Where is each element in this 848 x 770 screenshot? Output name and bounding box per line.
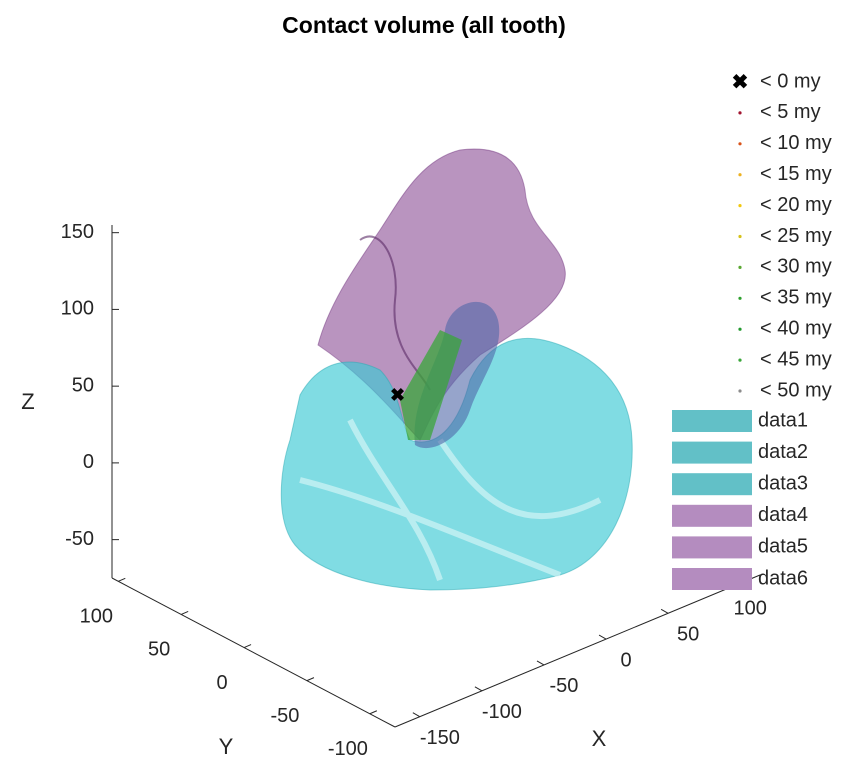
y-tick — [181, 611, 188, 614]
z-tick-label: 0 — [83, 451, 94, 473]
y-tick-label: -100 — [328, 738, 368, 760]
legend-patch — [672, 473, 752, 495]
x-tick — [661, 609, 668, 613]
chart-title: Contact volume (all tooth) — [282, 12, 566, 38]
x-axis — [395, 575, 760, 727]
x-tick-label: 50 — [677, 624, 699, 646]
x-tick-label: 0 — [620, 649, 631, 671]
legend-patch — [672, 536, 752, 558]
x-tick — [475, 687, 482, 691]
legend-label: < 20 my — [760, 194, 832, 216]
legend-label: data3 — [758, 472, 808, 494]
z-tick-label: 50 — [72, 374, 94, 396]
legend-patch — [672, 505, 752, 527]
z-tick-label: 100 — [61, 298, 94, 320]
legend-label: data1 — [758, 409, 808, 431]
y-tick-label: 50 — [148, 639, 170, 661]
legend-label: < 25 my — [760, 225, 832, 247]
x-tick-label: -150 — [420, 727, 460, 749]
x-tick-label: 100 — [734, 598, 767, 620]
legend-marker — [738, 142, 741, 145]
y-tick — [244, 645, 251, 648]
x-tick — [537, 661, 544, 665]
y-tick-label: 100 — [80, 606, 113, 628]
y-tick — [307, 678, 314, 681]
x-tick — [413, 713, 420, 717]
legend-label: < 5 my — [760, 101, 821, 123]
z-axis-label: Z — [21, 389, 34, 414]
x-axis-label: X — [592, 726, 607, 751]
legend-label: data6 — [758, 567, 808, 589]
y-tick-label: 0 — [217, 672, 228, 694]
legend-label: < 45 my — [760, 348, 832, 370]
legend-label: data2 — [758, 441, 808, 463]
legend-marker — [738, 173, 741, 176]
y-tick — [370, 711, 377, 714]
legend-marker — [738, 266, 741, 269]
z-tick-label: -50 — [65, 528, 94, 550]
legend-label: data5 — [758, 536, 808, 558]
legend-marker: ✖ — [732, 71, 749, 93]
legend-label: < 10 my — [760, 132, 832, 154]
legend-patch — [672, 568, 752, 590]
legend-label: < 0 my — [760, 70, 821, 92]
surfaces: ✖ — [281, 149, 632, 590]
legend-marker — [738, 111, 741, 114]
legend-marker — [738, 204, 741, 207]
legend-patch — [672, 442, 752, 464]
legend-label: data4 — [758, 504, 808, 526]
legend-label: < 30 my — [760, 256, 832, 278]
x-tick-label: -50 — [550, 675, 579, 697]
legend-label: < 40 my — [760, 317, 832, 339]
contact-marker: ✖ — [390, 385, 405, 405]
legend-marker — [738, 297, 741, 300]
chart: Contact volume (all tooth) ✖ -50 0 50 100 15… — [0, 0, 848, 765]
z-tick-label: 150 — [61, 221, 94, 243]
legend-patch — [672, 410, 752, 432]
legend-marker — [738, 235, 741, 238]
y-axis-label: Y — [219, 734, 234, 759]
y-tick-label: -50 — [271, 705, 300, 727]
y-tick — [118, 578, 125, 581]
legend-label: < 35 my — [760, 287, 832, 309]
legend-marker — [738, 328, 741, 331]
legend-label: < 50 my — [760, 379, 832, 401]
legend-marker — [738, 359, 741, 362]
x-tick — [599, 635, 606, 639]
x-tick-label: -100 — [482, 701, 522, 723]
legend-label: < 15 my — [760, 163, 832, 185]
legend-marker — [738, 389, 741, 392]
